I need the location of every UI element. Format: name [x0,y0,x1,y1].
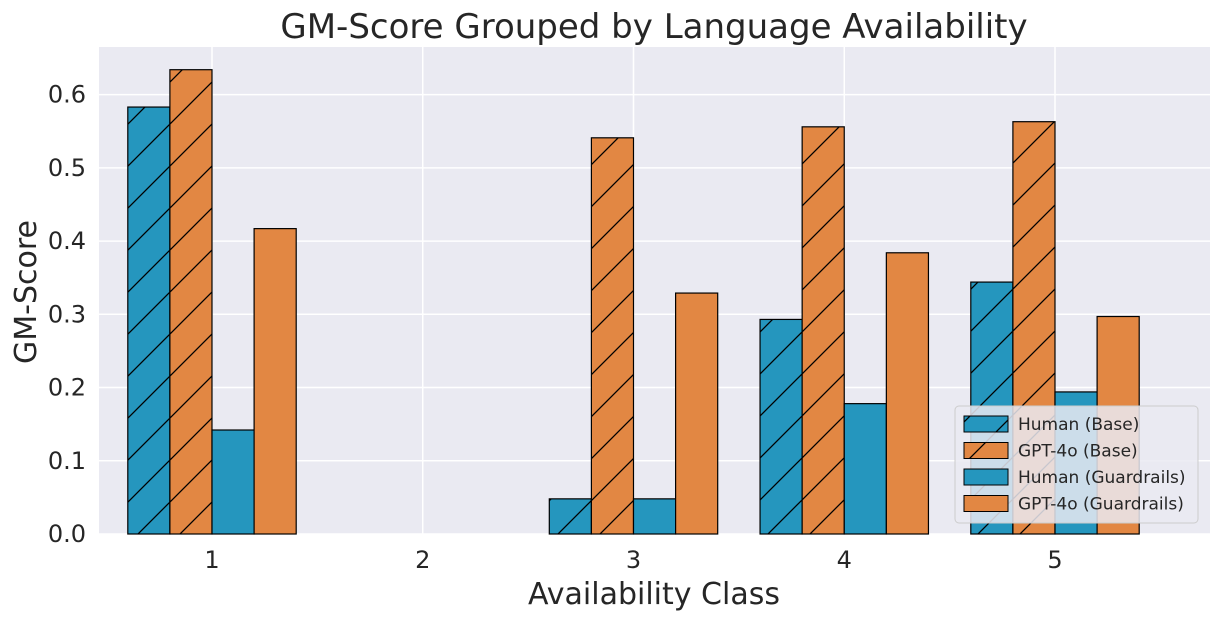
bar-3-4 [843,403,887,535]
legend-label: Human (Guardrails) [1018,468,1186,488]
bar-3-3 [632,498,677,535]
x-tick-label: 5 [1047,546,1062,574]
y-tick-label: 0.1 [48,447,86,475]
legend-label: Human (Base) [1018,415,1139,435]
bar-3-1 [211,429,255,535]
x-tick-label: 3 [626,546,641,574]
x-tick-label: 1 [204,546,219,574]
y-tick-label: 0.0 [48,520,86,548]
x-tick-labels: 1 2 3 4 5 [204,546,1062,574]
bar-4-3 [674,292,719,535]
legend-label: GPT-4o (Guardrails) [1018,495,1184,515]
legend-box [954,405,1199,524]
bar-4-4 [885,252,930,535]
bar-hatch [127,107,170,535]
bar-hatch [760,319,803,534]
bar-hatch [802,126,845,534]
y-axis-title: GM-Score [9,220,44,364]
x-axis-title: Availability Class [528,577,780,612]
y-tick-label: 0.4 [48,227,86,255]
bar-hatch [591,137,634,534]
y-tick-label: 0.3 [48,300,86,328]
legend-label: GPT-4o (Base) [1018,442,1138,462]
legend-swatch-hatch [964,416,1008,432]
y-tick-labels: 0.0 0.1 0.2 0.3 0.4 0.5 0.6 [48,81,86,548]
bar-hatch [549,498,592,534]
y-tick-label: 0.6 [48,81,86,109]
legend: Human (Base) GPT-4o (Base) Human (Guardrai… [954,405,1199,524]
chart-title: GM-Score Grouped by Language Availabilit… [280,7,1027,47]
x-tick-label: 4 [837,546,852,574]
bar-4-1 [253,228,297,535]
legend-swatch [963,468,1009,486]
legend-swatch-hatch [964,442,1008,459]
x-tick-label: 2 [415,546,430,574]
y-tick-label: 0.2 [48,374,86,402]
bar-hatch [169,69,212,534]
y-tick-label: 0.5 [48,154,86,182]
legend-swatch [963,495,1009,512]
